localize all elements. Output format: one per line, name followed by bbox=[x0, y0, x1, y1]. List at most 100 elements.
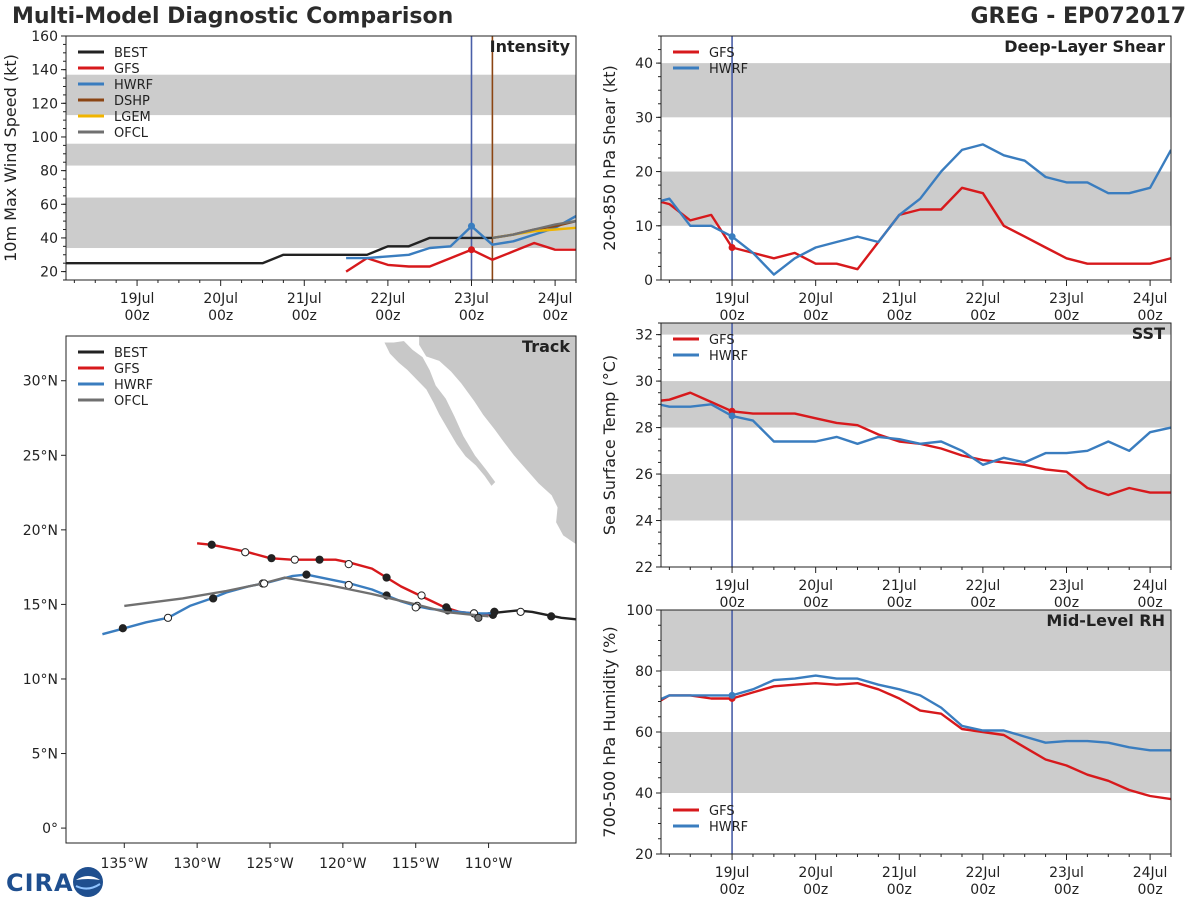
plot-area-intensity bbox=[66, 36, 576, 280]
y-tick-label: 10 bbox=[635, 219, 653, 235]
legend-label-gfs: GFS bbox=[709, 804, 735, 819]
x-tick-hour: 00z bbox=[719, 882, 744, 898]
plot-area-shear bbox=[661, 36, 1171, 280]
cira-logo-text: CIRA bbox=[6, 869, 74, 897]
legend-label-gfs: GFS bbox=[114, 62, 140, 77]
cira-wave-icon bbox=[75, 883, 101, 890]
legend-label-best: BEST bbox=[114, 346, 147, 361]
y-tick-label: 0 bbox=[644, 273, 653, 289]
shaded-band bbox=[66, 143, 576, 166]
plot-frame bbox=[660, 322, 1172, 568]
x-tick-date: 22Jul bbox=[371, 291, 406, 307]
plot-area-track bbox=[102, 336, 576, 636]
x-tick-date: 24Jul bbox=[1133, 578, 1168, 594]
cira-globe-icon bbox=[73, 867, 103, 897]
track-marker-hwrf bbox=[209, 594, 218, 603]
x-tick-date: 21Jul bbox=[882, 578, 917, 594]
y-tick-label: 28 bbox=[635, 421, 653, 437]
track-marker-hwrf bbox=[163, 613, 173, 622]
land-mainland-mexico bbox=[418, 336, 576, 546]
track-marker-gfs bbox=[267, 554, 276, 563]
y-tick-label: 40 bbox=[40, 231, 58, 247]
x-tick-hour: 00z bbox=[292, 308, 317, 324]
panel-rh: 2040608010019Jul00z20Jul00z21Jul00z22Jul… bbox=[600, 603, 1172, 898]
storm-id: GREG - EP072017 bbox=[970, 4, 1186, 29]
x-tick-label: 130°W bbox=[173, 856, 221, 872]
x-tick-date: 23Jul bbox=[1049, 578, 1084, 594]
analysis-point-hwrf bbox=[728, 412, 736, 420]
legend-label-ofcl: OFCL bbox=[114, 126, 149, 141]
track-marker-best bbox=[516, 607, 525, 616]
x-tick-hour: 00z bbox=[1138, 308, 1163, 324]
x-tick-label: 135°W bbox=[100, 856, 148, 872]
legend-label-gfs: GFS bbox=[709, 46, 735, 61]
y-tick-label: 80 bbox=[635, 664, 653, 680]
series-line-hwrf bbox=[661, 403, 1171, 466]
legend-label-gfs: GFS bbox=[114, 362, 140, 377]
x-tick-hour: 00z bbox=[375, 308, 400, 324]
track-marker-hwrf bbox=[302, 570, 311, 579]
shaded-band bbox=[661, 171, 1171, 226]
y-tick-label: 22 bbox=[635, 560, 653, 576]
y-tick-label: 15°N bbox=[23, 597, 58, 613]
y-tick-label: 80 bbox=[40, 164, 58, 180]
plot-frame bbox=[65, 35, 577, 281]
track-marker-gfs bbox=[241, 548, 250, 557]
series-line-hwrf bbox=[661, 674, 1171, 752]
track-marker-gfs bbox=[382, 573, 391, 582]
x-tick-hour: 00z bbox=[719, 595, 744, 611]
x-tick-hour: 00z bbox=[124, 308, 149, 324]
panel-sst: 22242628303219Jul00z20Jul00z21Jul00z22Ju… bbox=[600, 322, 1172, 611]
x-tick-date: 20Jul bbox=[798, 578, 833, 594]
x-tick-hour: 00z bbox=[459, 308, 484, 324]
x-tick-hour: 00z bbox=[719, 308, 744, 324]
x-tick-label: 110°W bbox=[465, 856, 513, 872]
x-tick-hour: 00z bbox=[543, 308, 568, 324]
x-tick-hour: 00z bbox=[970, 882, 995, 898]
legend-label-gfs: GFS bbox=[709, 333, 735, 348]
track-marker-gfs bbox=[344, 560, 353, 569]
y-tick-label: 10°N bbox=[23, 672, 58, 688]
shaded-band bbox=[661, 610, 1171, 671]
figure-title: Multi-Model Diagnostic Comparison bbox=[12, 4, 454, 29]
x-tick-date: 20Jul bbox=[798, 865, 833, 881]
track-marker-gfs bbox=[315, 555, 324, 564]
x-tick-date: 19Jul bbox=[120, 291, 155, 307]
x-tick-date: 24Jul bbox=[1133, 865, 1168, 881]
track-marker-best bbox=[547, 612, 556, 621]
x-tick-hour: 00z bbox=[1054, 308, 1079, 324]
series-line-gfs bbox=[661, 682, 1171, 801]
analysis-point-hwrf bbox=[728, 691, 736, 699]
x-tick-hour: 00z bbox=[887, 308, 912, 324]
y-axis-label: 10m Max Wind Speed (kt) bbox=[1, 54, 20, 262]
plot-frame bbox=[65, 335, 577, 844]
x-tick-date: 20Jul bbox=[798, 291, 833, 307]
x-tick-date: 21Jul bbox=[882, 291, 917, 307]
panel-title: SST bbox=[1132, 324, 1165, 343]
land-baja-california bbox=[382, 339, 497, 488]
y-tick-label: 40 bbox=[635, 786, 653, 802]
legend-label-hwrf: HWRF bbox=[114, 378, 153, 393]
y-axis-label: 200-850 hPa Shear (kt) bbox=[600, 65, 619, 251]
y-tick-label: 30 bbox=[635, 374, 653, 390]
x-tick-hour: 00z bbox=[208, 308, 233, 324]
track-marker-ofcl bbox=[411, 603, 420, 612]
x-tick-hour: 00z bbox=[1138, 595, 1163, 611]
analysis-point-gfs bbox=[467, 246, 475, 254]
track-marker-ofcl bbox=[474, 613, 483, 622]
series-line-hwrf bbox=[346, 214, 576, 260]
cira-swirl-icon bbox=[76, 876, 100, 880]
series-line-ofcl bbox=[124, 576, 489, 618]
track-marker-gfs bbox=[207, 540, 216, 549]
x-tick-date: 24Jul bbox=[1133, 291, 1168, 307]
track-marker-hwrf bbox=[490, 607, 499, 616]
track-marker-gfs bbox=[417, 591, 426, 600]
y-tick-label: 20 bbox=[635, 165, 653, 181]
legend-label-hwrf: HWRF bbox=[709, 349, 748, 364]
panel-title: Deep-Layer Shear bbox=[1004, 37, 1165, 56]
y-tick-label: 25°N bbox=[23, 448, 58, 464]
x-tick-date: 21Jul bbox=[882, 865, 917, 881]
analysis-point-hwrf bbox=[728, 233, 736, 241]
x-tick-hour: 00z bbox=[1138, 882, 1163, 898]
